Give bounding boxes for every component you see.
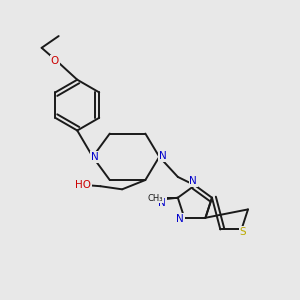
Text: N: N (91, 152, 99, 162)
Text: N: N (176, 214, 184, 224)
Text: O: O (51, 56, 59, 66)
Text: N: N (158, 198, 166, 208)
Text: N: N (190, 176, 197, 186)
Text: N: N (158, 151, 166, 161)
Text: S: S (240, 227, 246, 237)
Text: N: N (191, 176, 199, 186)
Text: HO: HO (75, 180, 92, 190)
Text: CH₃: CH₃ (148, 194, 163, 202)
